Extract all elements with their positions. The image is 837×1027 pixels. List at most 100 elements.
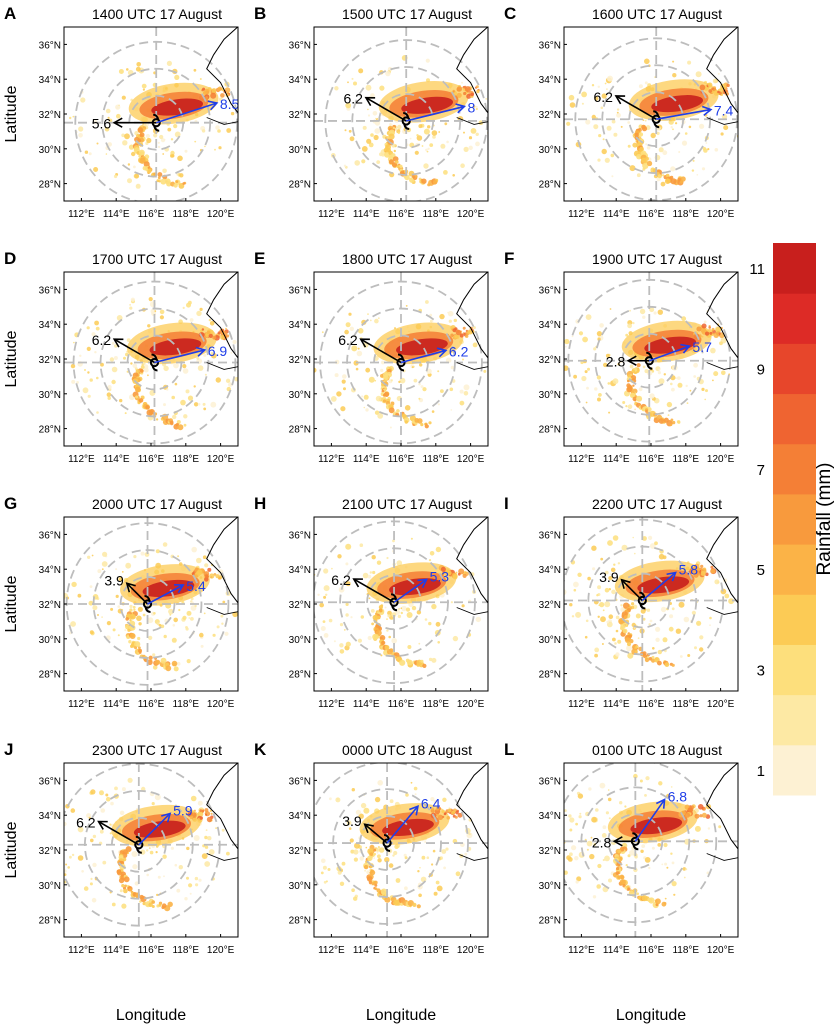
colorbar-tick-label: 3 [757,663,765,680]
x-tick-label: 118°E [672,209,699,220]
x-tick-label: 116°E [638,945,665,956]
x-tick-label: 118°E [422,945,449,956]
black-arrow: 6.2 [593,89,657,120]
y-tick-label: 28°N [289,670,311,681]
colorbar-segment [773,594,816,645]
panel-frame [313,762,489,938]
panel-title: 1600 UTC 17 August [592,6,722,22]
coastline [456,272,488,414]
colorbar-segment [773,293,816,344]
black-arrow: 3.9 [104,572,149,605]
x-axis-label: Longitude [366,1007,436,1024]
y-tick-label: 28°N [539,670,561,681]
y-tick-label: 28°N [39,180,61,191]
panel-title: 1700 UTC 17 August [92,251,222,267]
panel-a: 5.6 8.5 A 1400 UTC 17 August 28°N 30°N 32°N 34°… [4,4,239,220]
x-tick-label: 112°E [318,209,345,220]
x-tick-label: 114°E [103,699,130,710]
x-tick-label: 114°E [103,454,130,465]
x-tick-label: 116°E [388,209,415,220]
x-tick-label: 116°E [388,454,415,465]
black-arrow: 3.9 [599,569,643,602]
blue-arrow-value: 5.3 [430,568,450,584]
black-arrow: 5.6 [92,116,157,132]
x-axis-label: Longitude [616,1007,686,1024]
y-axis-label: Latitude [3,575,20,632]
panel-h: 6.2 5.3 H 2100 UTC 17 August 28°N 30°N 32°N 34°… [254,494,489,710]
y-tick-label: 32°N [539,355,561,366]
typhoon-center-icon [142,595,153,613]
y-tick-label: 32°N [39,110,61,121]
y-tick-label: 32°N [39,846,61,857]
panel-d: 6.2 6.9 D 1700 UTC 17 August 28°N 30°N 32°N 34°… [4,249,239,465]
y-axis-label: Latitude [3,85,20,142]
blue-arrow-value: 8 [467,99,475,115]
y-tick-label: 30°N [289,635,311,646]
blue-arrow: 6.8 [634,789,687,842]
black-arrow-value: 3.9 [599,569,619,585]
black-arrow-value: 3.9 [342,813,362,829]
coastline [706,27,738,169]
black-arrow-value: 5.6 [92,116,112,132]
colorbar-label: Rainfall (mm) [814,463,835,576]
y-tick-label: 32°N [289,355,311,366]
black-arrow-value: 6.2 [593,89,613,105]
x-tick-label: 112°E [68,454,95,465]
x-tick-label: 114°E [353,945,380,956]
panel-plot-area: 6.2 6.2 [314,272,488,446]
y-tick-label: 34°N [539,811,561,822]
y-tick-label: 30°N [39,881,61,892]
x-tick-label: 120°E [707,699,735,710]
coastline [706,763,738,905]
y-tick-label: 34°N [539,75,561,86]
coastline [456,763,488,905]
blue-arrow: 8.5 [155,96,238,124]
coastline [706,517,738,659]
blue-arrow-value: 6.2 [449,343,469,359]
panel-plot-area: 5.6 8.5 [64,27,238,201]
blue-arrow-value: 5.9 [173,802,193,818]
x-tick-label: 120°E [707,454,735,465]
typhoon-center-icon [382,834,392,853]
x-tick-label: 114°E [603,945,630,956]
panel-letter: H [254,494,266,513]
panel-i: 3.9 5.8 I 2200 UTC 17 August 28°N 30°N 32°N 34°… [504,494,739,710]
coastline [456,517,488,659]
panel-plot-area: 3.9 5.8 [564,517,738,691]
y-tick-label: 36°N [289,40,311,51]
x-tick-label: 112°E [68,209,95,220]
x-tick-label: 118°E [172,699,199,710]
panel-plot-area: 3.9 6.4 [314,763,488,937]
x-tick-label: 118°E [672,699,699,710]
x-tick-label: 114°E [603,209,630,220]
panel-title: 2300 UTC 17 August [92,742,222,758]
rainfall-field [564,307,731,427]
typhoon-center-icon [637,591,647,610]
y-tick-label: 28°N [539,425,561,436]
rainfall-field [64,542,238,672]
blue-arrow: 5.8 [641,562,698,602]
colorbar-segment [773,443,816,495]
panel-l: 2.8 6.8 L 0100 UTC 18 August 28°N 30°N 32°N 34°… [504,740,739,956]
y-tick-label: 36°N [39,40,61,51]
blue-arrow: 5.9 [138,802,193,846]
colorbar-segment [773,343,816,395]
x-tick-label: 116°E [138,454,165,465]
colorbar-segment [773,744,816,796]
x-tick-label: 118°E [672,454,699,465]
coastline [456,27,488,169]
y-tick-label: 28°N [289,425,311,436]
panel-title: 1400 UTC 17 August [92,6,222,22]
black-arrow-value: 3.9 [104,572,124,588]
y-tick-label: 30°N [539,635,561,646]
blue-arrow-value: 7.4 [714,103,734,119]
y-tick-label: 28°N [39,670,61,681]
rainfall-field [70,297,238,431]
y-tick-label: 36°N [539,776,561,787]
y-tick-label: 30°N [289,390,311,401]
y-tick-label: 28°N [289,180,311,191]
x-tick-label: 114°E [603,699,630,710]
y-tick-label: 28°N [539,916,561,927]
black-arrow: 6.2 [331,572,395,603]
